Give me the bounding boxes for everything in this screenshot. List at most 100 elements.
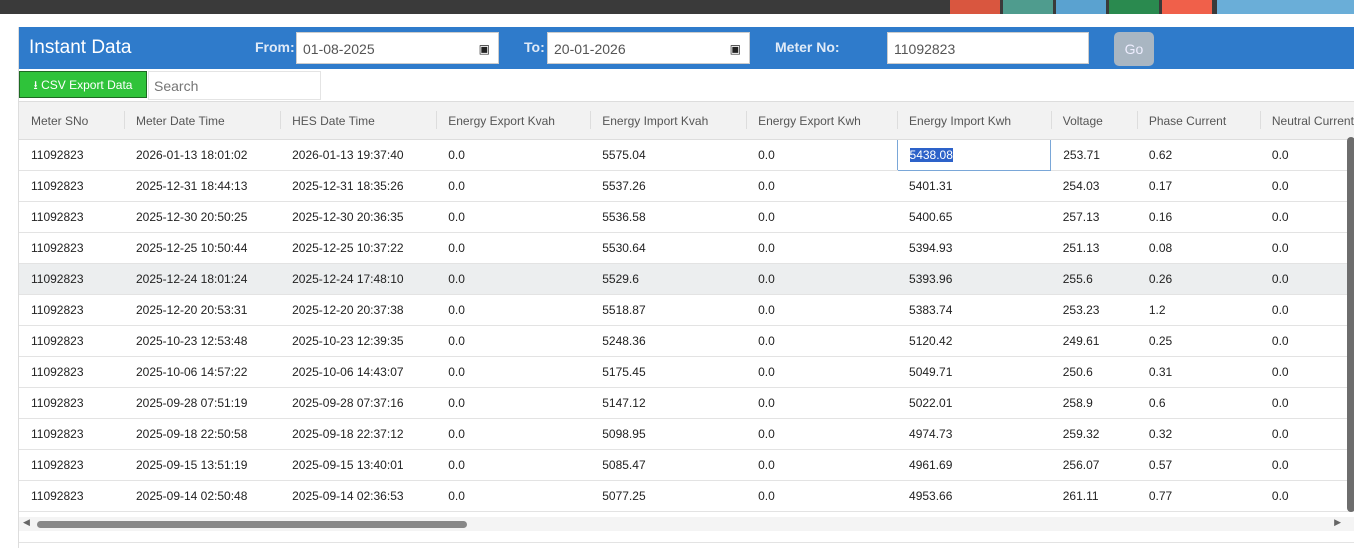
- selected-cell-text[interactable]: 5438.08: [909, 148, 953, 162]
- table-cell: 0.0: [1259, 139, 1354, 171]
- column-header[interactable]: Voltage: [1050, 101, 1137, 140]
- table-cell: 11092823: [19, 387, 124, 419]
- table-cell: 253.71: [1050, 139, 1137, 171]
- table-cell: 2026-01-13 19:37:40: [280, 139, 437, 171]
- go-button[interactable]: Go: [1114, 32, 1154, 66]
- search-input[interactable]: [148, 71, 321, 100]
- horizontal-scrollbar[interactable]: ◀ ▶: [19, 517, 1354, 531]
- table-cell: 0.0: [436, 449, 591, 481]
- table-cell: 5147.12: [590, 387, 747, 419]
- table-cell: 0.0: [746, 139, 898, 171]
- scroll-left-icon[interactable]: ◀: [23, 517, 30, 527]
- column-header[interactable]: Energy Export Kwh: [746, 101, 898, 140]
- meter-no-label: Meter No:: [775, 39, 840, 55]
- table-cell: 0.25: [1136, 325, 1260, 357]
- table-cell: 2025-10-06 14:57:22: [123, 356, 281, 388]
- csv-export-button[interactable]: ⭳ CSV Export Data: [19, 71, 147, 98]
- from-date-input[interactable]: 01-08-2025 ▣: [296, 32, 499, 64]
- table-cell: 0.0: [746, 356, 898, 388]
- table-row[interactable]: 11092823 2025-10-23 12:53:48 2025-10-23 12…: [19, 325, 1354, 357]
- table-cell: 0.0: [746, 387, 898, 419]
- table-cell: 254.03: [1050, 170, 1137, 202]
- column-header[interactable]: Neutral Current: [1259, 101, 1354, 140]
- table-cell: 1.2: [1136, 294, 1260, 326]
- table-cell: 2025-12-30 20:50:25: [123, 201, 281, 233]
- table-cell: 0.32: [1136, 418, 1260, 450]
- download-icon: ⭳: [33, 78, 38, 92]
- to-label: To:: [524, 39, 545, 55]
- table-cell: 0.0: [746, 232, 898, 264]
- table-cell: 0.0: [1259, 449, 1354, 481]
- table-cell: 5537.26: [590, 170, 747, 202]
- table-cell: 0.0: [746, 418, 898, 450]
- table-cell: 2025-12-30 20:36:35: [280, 201, 437, 233]
- table-cell: 2025-09-14 02:50:48: [123, 480, 281, 512]
- column-header[interactable]: Meter Date Time: [123, 101, 281, 140]
- column-header[interactable]: Phase Current: [1136, 101, 1260, 140]
- calendar-icon[interactable]: ▣: [729, 42, 741, 56]
- table-row[interactable]: 11092823 2025-09-28 07:51:19 2025-09-28 07…: [19, 387, 1354, 419]
- table-cell: 4974.73: [897, 418, 1051, 450]
- table-row[interactable]: 11092823 2025-12-30 20:50:25 2025-12-30 20…: [19, 201, 1354, 233]
- table-cell: 5401.31: [897, 170, 1051, 202]
- scroll-right-icon[interactable]: ▶: [1334, 517, 1341, 527]
- column-header[interactable]: HES Date Time: [280, 101, 437, 140]
- vertical-scrollbar[interactable]: [1347, 137, 1354, 512]
- table-cell: 0.0: [746, 263, 898, 295]
- table-row[interactable]: 11092823 2025-09-14 02:50:48 2025-09-14 02…: [19, 480, 1354, 512]
- panel-header: Instant Data From: 01-08-2025 ▣ To: 20-01…: [19, 27, 1354, 69]
- table-cell: 0.0: [1259, 201, 1354, 233]
- table-cell: 0.0: [436, 418, 591, 450]
- table-cell: 5175.45: [590, 356, 747, 388]
- table-row[interactable]: 11092823 2025-12-31 18:44:13 2025-12-31 18…: [19, 170, 1354, 202]
- table-cell: 2025-12-20 20:37:38: [280, 294, 437, 326]
- table-cell: 0.0: [436, 263, 591, 295]
- top-nav-button[interactable]: [950, 0, 1000, 14]
- table-cell: 0.0: [436, 232, 591, 264]
- table-cell: 0.0: [1259, 418, 1354, 450]
- column-header[interactable]: Meter SNo: [19, 101, 124, 140]
- column-header[interactable]: Energy Export Kvah: [436, 101, 591, 140]
- column-header[interactable]: Energy Import Kwh: [897, 101, 1051, 140]
- table-cell: 0.17: [1136, 170, 1260, 202]
- meter-no-input[interactable]: 11092823: [887, 32, 1089, 64]
- table-cell: 11092823: [19, 294, 124, 326]
- top-nav-button[interactable]: [1162, 0, 1212, 14]
- table-cell: 0.0: [1259, 325, 1354, 357]
- calendar-icon[interactable]: ▣: [478, 42, 490, 56]
- table-cell: 2026-01-13 18:01:02: [123, 139, 281, 171]
- table-cell: 11092823: [19, 170, 124, 202]
- table-cell: 0.0: [436, 201, 591, 233]
- top-nav-button[interactable]: [1056, 0, 1106, 14]
- table-row[interactable]: 11092823 2025-09-15 13:51:19 2025-09-15 13…: [19, 449, 1354, 481]
- table-cell: 0.0: [436, 170, 591, 202]
- to-date-value: 20-01-2026: [554, 41, 626, 57]
- table-cell: 5530.64: [590, 232, 747, 264]
- table-cell: 2025-12-24 17:48:10: [280, 263, 437, 295]
- to-date-input[interactable]: 20-01-2026 ▣: [547, 32, 750, 64]
- table-row[interactable]: 11092823 2025-09-18 22:50:58 2025-09-18 22…: [19, 418, 1354, 450]
- table-cell: 0.0: [1259, 263, 1354, 295]
- table-cell: 0.08: [1136, 232, 1260, 264]
- table-cell: 0.6: [1136, 387, 1260, 419]
- table-row[interactable]: 11092823 2025-12-20 20:53:31 2025-12-20 20…: [19, 294, 1354, 326]
- top-nav-button[interactable]: [1217, 0, 1354, 14]
- instant-data-panel: Instant Data From: 01-08-2025 ▣ To: 20-01…: [18, 27, 1354, 548]
- scroll-thumb[interactable]: [37, 521, 467, 528]
- table-cell: 2025-09-28 07:37:16: [280, 387, 437, 419]
- from-date-value: 01-08-2025: [303, 41, 375, 57]
- column-header[interactable]: Energy Import Kvah: [590, 101, 747, 140]
- table-cell: 258.9: [1050, 387, 1137, 419]
- top-nav-button[interactable]: [1109, 0, 1159, 14]
- table-cell: 259.32: [1050, 418, 1137, 450]
- table-row[interactable]: 11092823 2026-01-13 18:01:02 2026-01-13 19…: [19, 139, 1354, 171]
- table-cell: 0.0: [436, 480, 591, 512]
- table-row[interactable]: 11092823 2025-10-06 14:57:22 2025-10-06 14…: [19, 356, 1354, 388]
- top-nav-button[interactable]: [1003, 0, 1053, 14]
- table-row[interactable]: 11092823 2025-12-24 18:01:24 2025-12-24 17…: [19, 263, 1354, 295]
- table-cell: 2025-09-18 22:37:12: [280, 418, 437, 450]
- table-cell: 0.0: [746, 170, 898, 202]
- table-cell: 2025-10-23 12:39:35: [280, 325, 437, 357]
- table-row[interactable]: 11092823 2025-12-25 10:50:44 2025-12-25 10…: [19, 232, 1354, 264]
- table-cell: 11092823: [19, 232, 124, 264]
